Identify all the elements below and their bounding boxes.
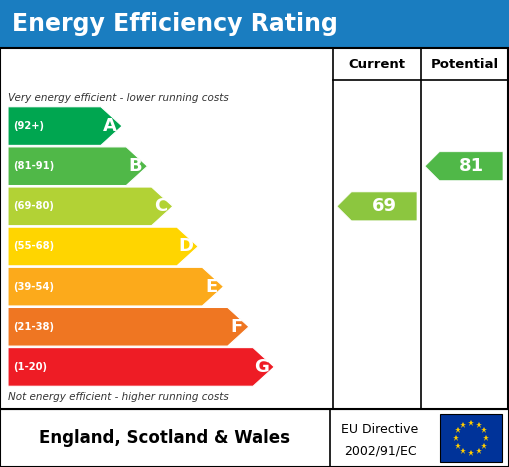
- Bar: [0, 48, 508, 409]
- Text: Potential: Potential: [431, 57, 499, 71]
- Text: E: E: [205, 278, 217, 296]
- Text: G: G: [254, 358, 269, 376]
- Text: 81: 81: [459, 157, 484, 175]
- Text: England, Scotland & Wales: England, Scotland & Wales: [40, 429, 291, 447]
- Polygon shape: [425, 152, 503, 181]
- Polygon shape: [337, 192, 417, 221]
- Text: (21-38): (21-38): [13, 322, 54, 332]
- Text: Not energy efficient - higher running costs: Not energy efficient - higher running co…: [8, 392, 229, 402]
- Bar: [0, 409, 509, 467]
- Text: (81-91): (81-91): [13, 161, 54, 171]
- Text: (92+): (92+): [13, 121, 44, 131]
- Text: Energy Efficiency Rating: Energy Efficiency Rating: [12, 12, 338, 36]
- Text: (1-20): (1-20): [13, 362, 47, 372]
- Text: F: F: [231, 318, 243, 336]
- Polygon shape: [8, 187, 173, 226]
- Text: EU Directive: EU Directive: [342, 423, 418, 436]
- Text: (39-54): (39-54): [13, 282, 54, 292]
- Text: 2002/91/EC: 2002/91/EC: [344, 444, 416, 457]
- Polygon shape: [8, 267, 223, 306]
- Polygon shape: [8, 227, 198, 266]
- Text: Very energy efficient - lower running costs: Very energy efficient - lower running co…: [8, 93, 229, 103]
- Text: D: D: [178, 238, 193, 255]
- Text: 69: 69: [372, 198, 397, 215]
- Polygon shape: [8, 107, 122, 145]
- Bar: [0, 0, 509, 48]
- Text: A: A: [103, 117, 117, 135]
- Text: Current: Current: [349, 57, 406, 71]
- Text: B: B: [128, 157, 142, 175]
- Text: (69-80): (69-80): [13, 201, 54, 212]
- Text: C: C: [154, 198, 167, 215]
- Polygon shape: [8, 347, 274, 386]
- Polygon shape: [8, 307, 249, 346]
- Bar: [440, 414, 502, 462]
- Text: (55-68): (55-68): [13, 241, 54, 252]
- Polygon shape: [8, 147, 148, 185]
